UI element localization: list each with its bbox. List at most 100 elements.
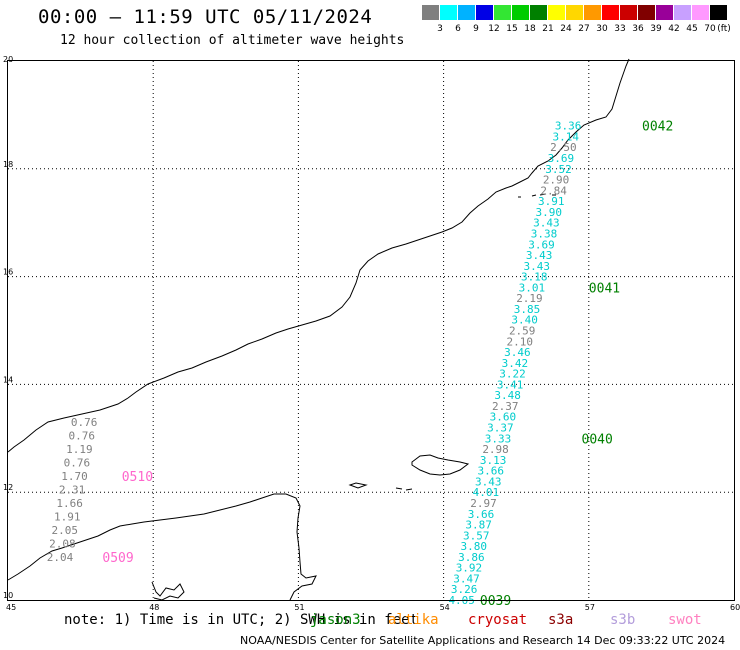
wave-height-value: 3.42 <box>502 357 529 370</box>
y-tick-label: 18 <box>3 160 13 169</box>
wave-height-value: 2.59 <box>509 325 536 338</box>
wave-height-value: 3.22 <box>499 368 526 381</box>
wave-height-value: 1.19 <box>66 443 93 456</box>
pass-number-label: 0042 <box>642 120 673 135</box>
legend-swatch <box>584 5 601 20</box>
wave-height-value: 3.52 <box>545 163 572 176</box>
legend-label: 18 <box>524 24 536 34</box>
pass-number-label: 0041 <box>589 281 620 296</box>
wave-height-value: 3.47 <box>453 572 480 585</box>
wave-height-value: 3.43 <box>533 217 560 230</box>
legend-label: 30 <box>596 24 608 34</box>
x-tick-label: 51 <box>294 603 304 612</box>
legend-swatch <box>674 5 691 20</box>
wave-height-value: 3.36 <box>555 120 582 133</box>
island-kuria-muria <box>518 193 556 198</box>
legend-swatch <box>656 5 673 20</box>
wave-height-value: 2.98 <box>482 443 509 456</box>
wave-height-value: 3.13 <box>480 454 507 467</box>
legend-swatch <box>440 5 457 20</box>
wave-height-value: 2.37 <box>492 400 519 413</box>
wave-height-value: 3.57 <box>463 529 490 542</box>
credit-line: NOAA/NESDIS Center for Satellite Applica… <box>240 634 726 647</box>
wave-height-value: 3.40 <box>511 314 538 327</box>
legend-swatch <box>548 5 565 20</box>
wave-height-value: 3.92 <box>456 562 483 575</box>
wave-height-value: 3.41 <box>497 378 523 391</box>
legend-swatch <box>692 5 709 20</box>
wave-height-value: 2.97 <box>470 497 497 510</box>
wave-height-value: 2.10 <box>507 335 534 348</box>
wave-height-value: 2.19 <box>516 292 543 305</box>
wave-height-value: 3.33 <box>485 432 512 445</box>
wave-height-value: 3.69 <box>528 238 555 251</box>
wave-height-value: 4.01 <box>473 486 500 499</box>
coastline <box>7 58 630 601</box>
satellite-swot: swot <box>668 612 702 628</box>
pass-number-label: 0510 <box>122 470 153 485</box>
legend-label: 36 <box>632 24 644 34</box>
wave-height-value: 1.70 <box>61 470 88 483</box>
coast-fragment <box>151 581 185 601</box>
coastline-arabia <box>7 58 630 453</box>
wave-height-value: 2.31 <box>59 484 86 497</box>
island-abd-al-kuri <box>348 482 368 489</box>
wave-height-value: 2.05 <box>52 524 78 537</box>
legend-unit: (ft) <box>717 24 731 34</box>
wave-height-value: 3.43 <box>526 249 553 262</box>
x-tick-label: 60 <box>730 603 740 612</box>
pass-number-label: 0509 <box>102 551 133 566</box>
legend-label: 3 <box>437 24 443 34</box>
legend-swatch <box>422 5 439 20</box>
wave-height-value: 2.04 <box>47 551 74 564</box>
legend-label: 33 <box>614 24 626 34</box>
wave-height-value: 3.26 <box>451 583 478 596</box>
wave-height-value: 3.66 <box>477 465 504 478</box>
wave-height-value: 2.84 <box>540 184 567 197</box>
graticule: 45 48 51 54 57 60 10 12 14 16 18 20 <box>3 55 740 612</box>
legend-swatch <box>476 5 493 20</box>
x-tick-label: 48 <box>149 603 159 612</box>
legend-label: 9 <box>473 24 479 34</box>
satellite-altika: altika <box>388 612 439 628</box>
wave-height-value: 0.76 <box>69 430 96 443</box>
wave-height-value: 2.90 <box>543 174 570 187</box>
y-tick-label: 20 <box>3 55 13 64</box>
legend-label: 42 <box>668 24 680 34</box>
coastline-somalia <box>7 493 317 601</box>
satellite-s3b: s3b <box>610 612 636 628</box>
x-tick-label: 54 <box>440 603 450 612</box>
island-brothers <box>395 487 413 491</box>
wave-height-value: 3.91 <box>538 195 565 208</box>
legend-label: 6 <box>455 24 461 34</box>
wave-height-value: 3.37 <box>487 422 514 435</box>
pass-number-label: 0039 <box>480 594 511 609</box>
y-tick-label: 10 <box>3 591 13 600</box>
legend-swatch <box>530 5 547 20</box>
x-tick-label: 57 <box>585 603 595 612</box>
note-text: note: 1) Time is in UTC; 2) SWH is in fe… <box>64 612 419 628</box>
wave-height-value: 3.18 <box>521 271 548 284</box>
wave-height-value: 3.90 <box>536 206 563 219</box>
legend-swatch <box>494 5 511 20</box>
legend-label: 15 <box>506 24 518 34</box>
wave-height-value: 0.76 <box>71 416 98 429</box>
wave-height-value: 2.50 <box>550 141 577 154</box>
wave-height-value: 3.38 <box>531 227 558 240</box>
legend-label: 27 <box>578 24 590 34</box>
wave-height-value: 2.08 <box>49 537 76 550</box>
wave-height-value: 3.14 <box>553 130 580 143</box>
pass-labels: 0039 0040 0041 0042 0510 0509 <box>102 120 673 609</box>
y-tick-label: 12 <box>3 483 13 492</box>
legend-label: 21 <box>542 24 554 34</box>
legend-label: 12 <box>488 24 500 34</box>
legend-swatch <box>512 5 529 20</box>
legend-swatch <box>602 5 619 20</box>
wave-height-value: 3.60 <box>490 411 516 424</box>
legend-label: 45 <box>686 24 698 34</box>
satellite-s3a: s3a <box>548 612 574 628</box>
wave-height-value: 3.87 <box>465 519 492 532</box>
legend-swatch <box>620 5 637 20</box>
altimeter-tracks: 4.053.263.473.923.863.803.573.873.662.97… <box>47 120 582 607</box>
wave-height-value: 3.85 <box>514 303 541 316</box>
